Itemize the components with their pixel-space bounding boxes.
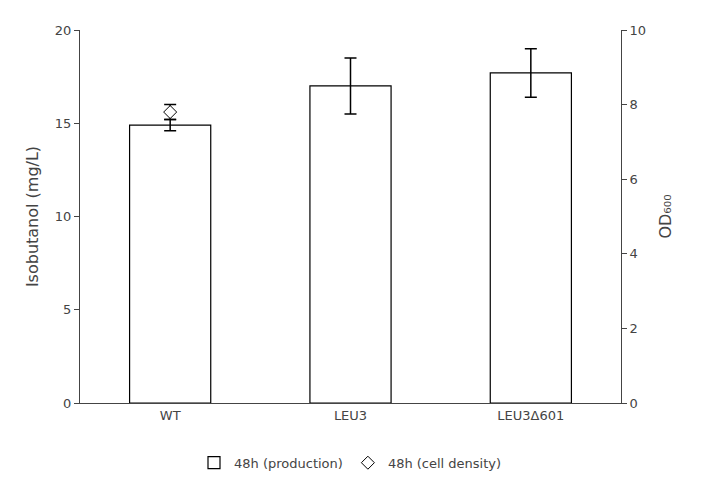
svg-text:0: 0 bbox=[630, 396, 638, 411]
svg-text:Isobutanol (mg/L): Isobutanol (mg/L) bbox=[23, 146, 42, 287]
svg-text:LEU3: LEU3 bbox=[334, 408, 367, 423]
svg-text:6: 6 bbox=[630, 172, 638, 187]
svg-text:10: 10 bbox=[630, 23, 647, 38]
svg-text:10: 10 bbox=[55, 209, 72, 224]
svg-text:48h (production): 48h (production) bbox=[234, 456, 343, 471]
svg-text:8: 8 bbox=[630, 97, 638, 112]
svg-text:15: 15 bbox=[55, 116, 72, 131]
svg-text:OD₆₀₀: OD₆₀₀ bbox=[656, 194, 675, 238]
svg-text:LEU3Δ601: LEU3Δ601 bbox=[497, 408, 564, 423]
svg-text:0: 0 bbox=[63, 396, 71, 411]
svg-text:WT: WT bbox=[160, 408, 181, 423]
svg-text:2: 2 bbox=[630, 321, 638, 336]
svg-text:48h (cell density): 48h (cell density) bbox=[388, 456, 501, 471]
svg-text:20: 20 bbox=[55, 23, 72, 38]
svg-text:4: 4 bbox=[630, 246, 638, 261]
svg-text:5: 5 bbox=[63, 302, 71, 317]
